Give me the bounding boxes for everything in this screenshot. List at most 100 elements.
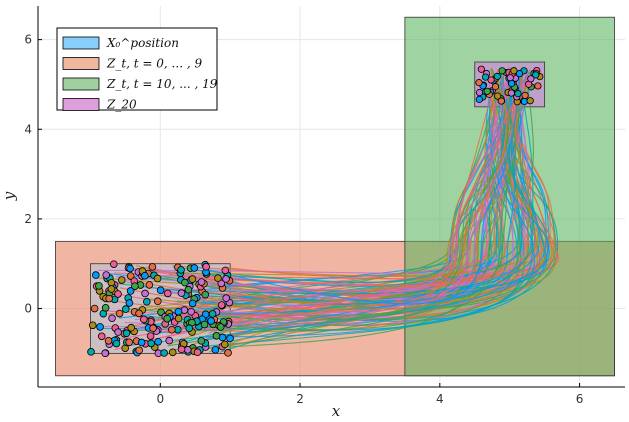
trajectory-line [167, 87, 521, 347]
legend-label: Z_t, t = 10, ... , 19 [106, 77, 218, 91]
ticks: 0 2 4 6 0 2 4 6 [24, 33, 583, 406]
legend: X₀^position Z_t, t = 0, ... , 9 Z_t, t = 1… [56, 27, 218, 112]
start-point [153, 297, 162, 306]
start-point [188, 299, 197, 308]
start-point [126, 272, 135, 280]
trajectory-line [161, 72, 532, 295]
start-point [92, 271, 100, 279]
legend-label: Z_t, t = 0, ... , 9 [106, 57, 202, 71]
start-point [141, 289, 149, 298]
legend-swatch [62, 98, 100, 111]
end-point [475, 79, 483, 87]
start-point [160, 349, 168, 357]
legend-label: Z_20 [106, 98, 137, 112]
legend-swatch [62, 77, 100, 91]
start-point [165, 336, 174, 345]
start-point [181, 278, 189, 287]
start-point [107, 278, 116, 287]
start-point [104, 336, 113, 345]
start-point [131, 282, 139, 290]
start-point [222, 275, 230, 283]
start-point [147, 339, 155, 348]
end-point [493, 72, 501, 80]
trajectory-line [93, 80, 527, 328]
legend-swatch [62, 57, 100, 70]
start-point [137, 338, 146, 347]
start-point [208, 310, 217, 318]
start-point [201, 290, 210, 299]
trajectory-line [125, 73, 530, 296]
axes [37, 6, 625, 388]
start-point [183, 346, 192, 354]
y-tick-label: 0 [24, 302, 32, 316]
start-point [168, 348, 177, 357]
start-point [163, 289, 172, 298]
x-tick-label: 4 [436, 392, 444, 406]
start-point [135, 346, 144, 355]
start-point [154, 337, 162, 346]
start-point [122, 329, 131, 338]
start-point [127, 323, 135, 332]
end-point [520, 97, 529, 106]
start-point [197, 278, 206, 286]
trajectory-line [145, 87, 521, 328]
end-point [527, 75, 535, 83]
trajectory-line [154, 92, 557, 317]
start-point [185, 324, 194, 332]
end-point [507, 89, 515, 97]
end-point [475, 88, 484, 97]
start-point [126, 264, 134, 273]
start-point [125, 299, 134, 307]
start-point [212, 332, 221, 340]
start-point [190, 264, 199, 272]
y-axis-label: y [0, 191, 18, 201]
start-point [126, 287, 135, 295]
start-point [146, 332, 155, 340]
start-point [217, 301, 226, 309]
end-point [506, 74, 514, 82]
end-point [532, 71, 540, 79]
start-point [143, 297, 151, 306]
start-point [177, 289, 186, 297]
start-point [214, 274, 222, 282]
start-point [174, 314, 183, 323]
start-point [101, 349, 109, 358]
start-point [114, 328, 122, 336]
end-point [477, 65, 485, 73]
start-point [112, 339, 121, 348]
start-point [88, 321, 97, 330]
trajectory-line [169, 85, 539, 277]
end-point [521, 91, 529, 100]
start-point [101, 303, 110, 312]
trajectory-line [218, 70, 508, 313]
start-point [163, 314, 171, 323]
legend-label: X₀^position [106, 36, 179, 50]
start-point [177, 266, 185, 274]
start-point [224, 349, 232, 357]
trajectory-line [181, 67, 516, 331]
trajectory-line [202, 93, 516, 326]
start-point [220, 340, 229, 349]
start-point [140, 315, 148, 324]
end-point [483, 87, 491, 95]
x-tick-label: 0 [156, 392, 164, 406]
end-point [534, 82, 542, 90]
start-point [222, 294, 230, 302]
start-point [156, 286, 165, 295]
end-point [494, 92, 502, 100]
start-point [95, 282, 103, 290]
y-tick-label: 2 [24, 212, 32, 226]
start-point [193, 348, 202, 357]
start-point [107, 285, 116, 293]
start-point [187, 307, 195, 316]
start-point [226, 334, 234, 343]
trajectory-line [164, 81, 508, 318]
start-point [115, 309, 124, 318]
start-point [174, 307, 183, 316]
end-point [514, 90, 522, 98]
start-point [168, 325, 176, 334]
start-point [102, 271, 110, 279]
trajectory-line [197, 84, 503, 301]
trajectory-line [184, 69, 521, 302]
y-tick-label: 4 [24, 122, 32, 136]
